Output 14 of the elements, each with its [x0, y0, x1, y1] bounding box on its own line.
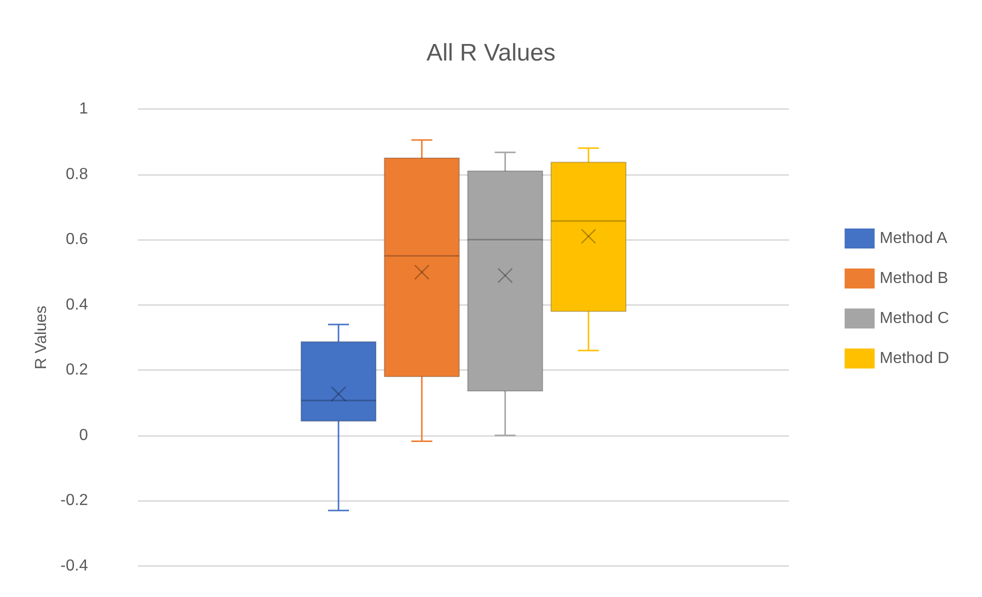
- y-tick-label: 0.8: [66, 166, 88, 183]
- y-tick-label: 0.4: [66, 296, 88, 314]
- y-tick-label: -0.2: [60, 492, 88, 510]
- y-tick-label: -0.4: [60, 558, 88, 574]
- y-tick-label: 0.2: [66, 362, 88, 379]
- legend-label: Method A: [880, 230, 948, 247]
- legend-label: Method B: [880, 270, 948, 287]
- legend-label: Method D: [880, 350, 950, 367]
- chart-title: All R Values: [426, 40, 556, 66]
- y-tick-label: 0: [79, 426, 88, 444]
- legend-label: Method C: [880, 310, 950, 327]
- y-tick-label: 0.6: [66, 231, 88, 248]
- y-tick-label: 1: [79, 100, 88, 118]
- y-axis-title: R Values: [33, 306, 50, 370]
